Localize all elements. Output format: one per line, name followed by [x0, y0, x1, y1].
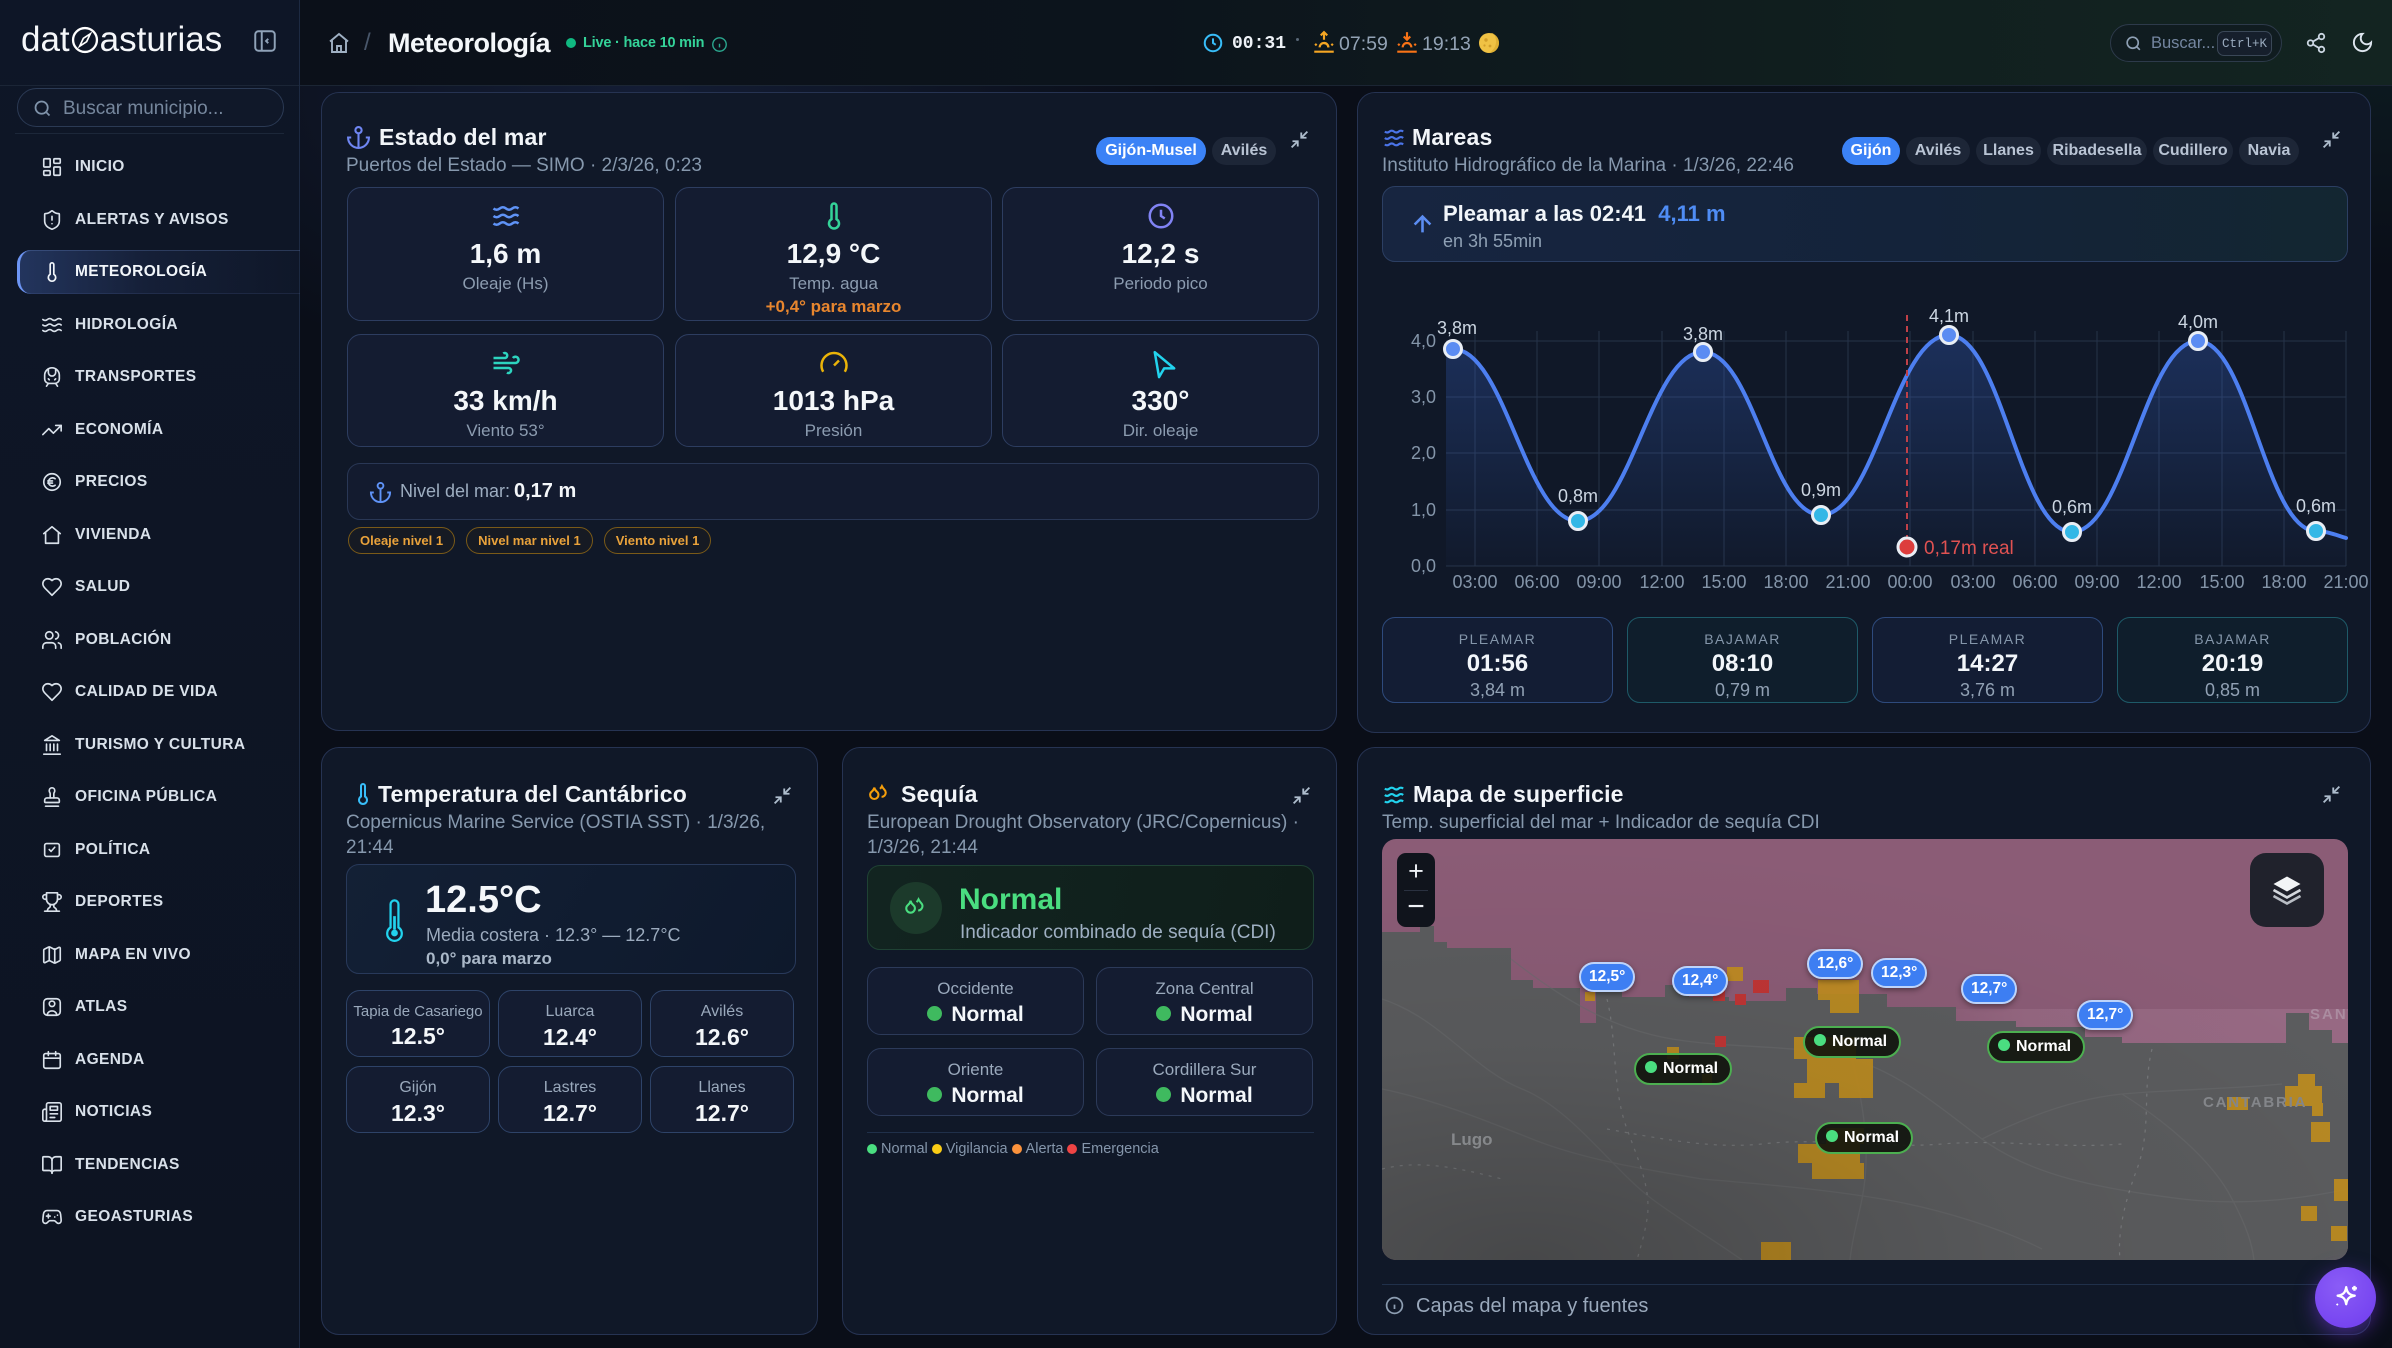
svg-text:1,0: 1,0	[1411, 500, 1436, 520]
svg-text:06:00: 06:00	[2012, 572, 2057, 592]
svg-text:0,6m: 0,6m	[2052, 497, 2092, 517]
svg-text:SANTAND: SANTAND	[2310, 1006, 2348, 1023]
svg-text:CANTABRIA: CANTABRIA	[2203, 1094, 2307, 1111]
svg-text:18:00: 18:00	[1763, 572, 1808, 592]
svg-text:0,0: 0,0	[1411, 556, 1436, 576]
svg-text:12:00: 12:00	[2136, 572, 2181, 592]
svg-text:03:00: 03:00	[1452, 572, 1497, 592]
svg-text:21:00: 21:00	[2323, 572, 2368, 592]
svg-text:18:00: 18:00	[2261, 572, 2306, 592]
svg-text:0,6m: 0,6m	[2296, 496, 2336, 516]
svg-text:09:00: 09:00	[2074, 572, 2119, 592]
svg-text:09:00: 09:00	[1576, 572, 1621, 592]
svg-text:3,8m: 3,8m	[1437, 318, 1477, 338]
svg-text:Lugo: Lugo	[1451, 1130, 1493, 1149]
svg-text:00:00: 00:00	[1887, 572, 1932, 592]
svg-text:21:00: 21:00	[1825, 572, 1870, 592]
svg-text:06:00: 06:00	[1514, 572, 1559, 592]
svg-text:3,0: 3,0	[1411, 387, 1436, 407]
svg-text:4,1m: 4,1m	[1929, 306, 1969, 326]
svg-text:4,0m: 4,0m	[2178, 312, 2218, 332]
svg-text:3,8m: 3,8m	[1683, 324, 1723, 344]
svg-text:15:00: 15:00	[1701, 572, 1746, 592]
svg-text:12:00: 12:00	[1639, 572, 1684, 592]
svg-text:0,17m real: 0,17m real	[1924, 538, 2014, 559]
svg-text:0,9m: 0,9m	[1801, 480, 1841, 500]
svg-text:15:00: 15:00	[2199, 572, 2244, 592]
svg-text:2,0: 2,0	[1411, 443, 1436, 463]
svg-text:03:00: 03:00	[1950, 572, 1995, 592]
svg-text:4,0: 4,0	[1411, 331, 1436, 351]
svg-text:0,8m: 0,8m	[1558, 486, 1598, 506]
